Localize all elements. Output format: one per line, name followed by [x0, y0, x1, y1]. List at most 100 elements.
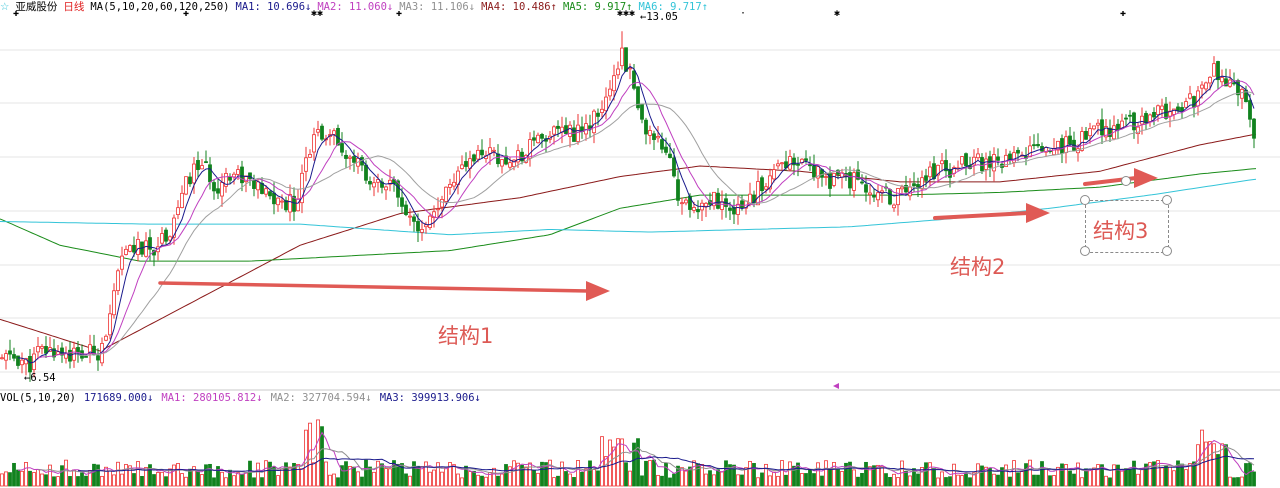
candle-body — [20, 359, 24, 366]
stock-name[interactable]: 亚威股份 — [15, 1, 58, 13]
candle-body — [352, 156, 356, 163]
event-marker[interactable]: ✚ — [396, 8, 403, 19]
event-marker[interactable]: ✱✱ — [311, 8, 324, 19]
annotation-structure-1[interactable]: 结构1 — [438, 324, 494, 348]
volume-bar — [544, 462, 548, 487]
volume-bar — [204, 464, 208, 487]
volume-bar — [80, 472, 84, 487]
volume-bar — [208, 463, 212, 487]
candle-body — [904, 185, 908, 193]
candle-body — [772, 169, 776, 180]
candle-body — [1100, 119, 1104, 136]
candle-body — [492, 149, 496, 152]
volume-bar — [280, 468, 284, 487]
volume-bar — [968, 477, 972, 487]
candle-body — [1108, 127, 1112, 137]
volume-bar — [432, 469, 436, 487]
volume-bar — [364, 459, 368, 487]
volume-bar — [1120, 470, 1124, 487]
candle-body — [704, 202, 708, 207]
candle-body — [1160, 105, 1164, 110]
candle-body — [692, 207, 696, 211]
candle-body — [112, 290, 116, 316]
candle-body — [480, 149, 484, 156]
event-marker[interactable]: ✱✱✱ — [617, 8, 636, 19]
candle-body — [424, 224, 428, 228]
volume-bar — [1220, 443, 1224, 487]
candle-body — [856, 169, 860, 180]
volume-bar — [412, 461, 416, 487]
candle-body — [568, 124, 572, 137]
volume-bar — [324, 461, 328, 487]
period-label[interactable]: 日线 — [63, 1, 85, 13]
candle-body — [400, 197, 404, 207]
candle-body — [672, 157, 676, 177]
volume-bar — [828, 468, 832, 487]
volume-bar — [92, 463, 96, 487]
volume-bar — [452, 464, 456, 487]
volume-bar — [736, 474, 740, 487]
volume-bar — [852, 469, 856, 487]
volume-bar — [996, 474, 1000, 487]
volume-bar — [124, 464, 128, 487]
vol-value: 171689.000↓ — [83, 392, 154, 404]
volume-bar — [424, 461, 428, 487]
volume-bar — [1032, 474, 1036, 487]
event-marker[interactable]: · — [740, 8, 747, 19]
volume-bar — [724, 460, 728, 487]
volume-bar — [696, 463, 700, 487]
candle-body — [180, 192, 184, 208]
volume-bar — [748, 460, 752, 487]
resize-handle[interactable] — [1080, 246, 1090, 256]
candle-body — [1084, 131, 1088, 140]
volume-bar — [532, 470, 536, 487]
candle-body — [964, 153, 968, 167]
volume-bar — [372, 471, 376, 487]
candle-body — [640, 103, 644, 120]
volume-bar — [172, 464, 176, 487]
candle-body — [1248, 100, 1252, 120]
cursor-marker — [833, 383, 839, 389]
vol-ma2: MA2: 327704.594↓ — [270, 392, 372, 404]
volume-bar — [8, 472, 12, 487]
volume-bar — [224, 477, 228, 487]
candle-body — [776, 163, 780, 167]
candle-body — [188, 176, 192, 185]
candle-body — [1152, 112, 1156, 118]
candle-body — [420, 229, 424, 233]
candle-body — [284, 200, 288, 211]
event-marker[interactable]: ✱ — [834, 8, 841, 19]
candle-body — [264, 188, 268, 195]
volume-bar — [812, 473, 816, 487]
resize-handle[interactable] — [1162, 195, 1172, 205]
candle-body — [936, 164, 940, 176]
candle-body — [624, 47, 628, 72]
candle-body — [344, 154, 348, 159]
volume-bar — [772, 471, 776, 487]
volume-bar — [1064, 464, 1068, 487]
event-marker[interactable]: ✚ — [183, 8, 190, 19]
volume-bar — [1004, 464, 1008, 487]
candle-body — [632, 70, 636, 89]
candle-body — [680, 202, 684, 205]
resize-handle[interactable] — [1080, 195, 1090, 205]
ma5-line — [0, 168, 1257, 262]
candle-body — [1184, 101, 1188, 108]
candle-body — [164, 229, 168, 242]
selection-box[interactable] — [1085, 200, 1169, 253]
rotate-handle[interactable] — [1121, 176, 1131, 186]
volume-bar — [920, 467, 924, 487]
volume-bar — [516, 462, 520, 487]
annotation-structure-3[interactable]: 结构3 — [1093, 219, 1149, 243]
low-price-value: 6.54 — [30, 372, 56, 384]
candle-body — [728, 207, 732, 211]
volume-bar — [752, 463, 756, 487]
volume-bar — [1100, 464, 1104, 487]
candle-body — [848, 172, 852, 189]
annotation-structure-2[interactable]: 结构2 — [950, 255, 1006, 279]
volume-bar — [1052, 475, 1056, 487]
event-marker[interactable]: ✚ — [1120, 8, 1127, 19]
resize-handle[interactable] — [1162, 246, 1172, 256]
event-marker[interactable]: ✚ — [13, 8, 20, 19]
